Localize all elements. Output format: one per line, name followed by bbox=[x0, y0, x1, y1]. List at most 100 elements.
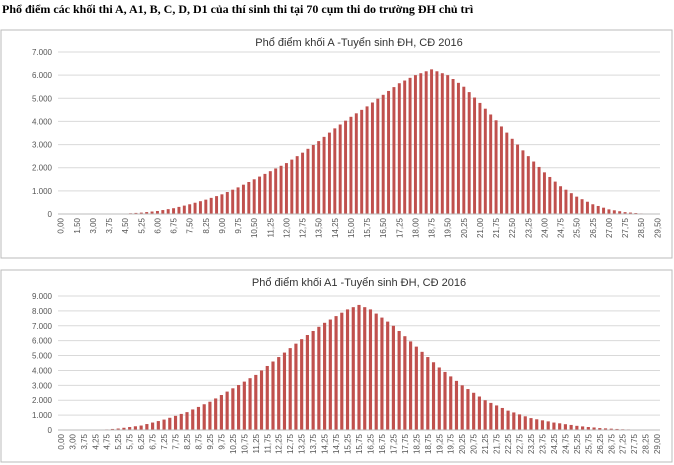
y-tick-label: 9.000 bbox=[32, 292, 53, 301]
bar bbox=[161, 210, 165, 214]
bar bbox=[517, 414, 522, 430]
y-tick-label: 0 bbox=[48, 210, 53, 219]
bar bbox=[598, 428, 602, 430]
bar bbox=[403, 80, 407, 214]
x-tick-label: 23,25 bbox=[527, 433, 536, 454]
bar bbox=[363, 307, 367, 430]
x-tick-label: 7,50 bbox=[186, 217, 195, 233]
x-tick-label: 17,25 bbox=[389, 433, 398, 454]
bar bbox=[173, 415, 178, 430]
x-tick-label: 3,00 bbox=[68, 433, 77, 449]
x-tick-label: 4,50 bbox=[121, 217, 130, 233]
x-tick-label: 10,25 bbox=[229, 433, 238, 454]
bar bbox=[564, 189, 568, 214]
chart-title: Phổ điểm khối A1 -Tuyển sinh ĐH, CĐ 2016 bbox=[252, 277, 466, 289]
x-tick-label: 14,75 bbox=[332, 433, 341, 454]
x-tick-label: 6,25 bbox=[137, 433, 146, 449]
x-tick-label: 12,00 bbox=[282, 217, 291, 238]
bar bbox=[242, 381, 246, 430]
bar bbox=[128, 427, 132, 430]
bar bbox=[305, 335, 309, 430]
x-tick-label: 21,75 bbox=[493, 433, 502, 454]
bar bbox=[209, 197, 213, 214]
bar bbox=[585, 201, 589, 214]
bar bbox=[435, 71, 439, 214]
y-tick-label: 5.000 bbox=[32, 352, 53, 361]
bar bbox=[505, 132, 509, 214]
x-tick-label: 6,00 bbox=[153, 217, 162, 233]
x-tick-label: 12,75 bbox=[286, 433, 295, 454]
bar bbox=[431, 362, 436, 430]
bar bbox=[592, 427, 596, 430]
bar bbox=[472, 392, 476, 430]
x-tick-label: 24,25 bbox=[550, 433, 559, 454]
bar bbox=[145, 212, 149, 214]
bar bbox=[279, 165, 283, 214]
bar bbox=[202, 404, 206, 430]
bar bbox=[499, 126, 503, 214]
x-tick-label: 23,75 bbox=[538, 433, 547, 454]
bar bbox=[477, 396, 481, 430]
x-tick-label: 18,75 bbox=[428, 217, 437, 238]
x-tick-label: 4,75 bbox=[103, 433, 112, 449]
x-tick-label: 9,75 bbox=[217, 433, 226, 449]
bar bbox=[542, 172, 546, 214]
bar bbox=[532, 161, 536, 214]
bar bbox=[247, 181, 251, 214]
x-tick-label: 8,25 bbox=[202, 217, 211, 233]
bar bbox=[414, 346, 418, 430]
bar bbox=[420, 351, 424, 430]
x-tick-label: 15,25 bbox=[344, 433, 353, 454]
bar bbox=[236, 187, 240, 214]
bar bbox=[424, 71, 428, 214]
bar bbox=[368, 309, 373, 430]
x-tick-label: 24,00 bbox=[540, 217, 549, 238]
bar bbox=[500, 407, 504, 430]
bar bbox=[430, 69, 434, 214]
bar bbox=[460, 385, 464, 430]
bar bbox=[311, 330, 315, 430]
bar bbox=[155, 210, 159, 214]
x-tick-label: 26,25 bbox=[596, 433, 605, 454]
bar bbox=[451, 79, 455, 214]
bar bbox=[546, 421, 550, 430]
bar bbox=[526, 156, 530, 214]
bar bbox=[575, 196, 579, 214]
bar bbox=[483, 400, 487, 430]
bar bbox=[454, 380, 459, 430]
x-tick-label: 17,75 bbox=[401, 433, 410, 454]
y-tick-label: 4.000 bbox=[32, 366, 53, 375]
bar bbox=[374, 313, 378, 430]
bar bbox=[387, 90, 391, 214]
x-tick-label: 16,75 bbox=[378, 433, 387, 454]
bar bbox=[419, 73, 423, 214]
bar bbox=[540, 420, 545, 430]
bar bbox=[214, 398, 218, 430]
x-tick-label: 5,25 bbox=[137, 217, 146, 233]
x-tick-label: 21,00 bbox=[476, 217, 485, 238]
x-tick-label: 27,00 bbox=[605, 217, 614, 238]
bar bbox=[150, 211, 154, 214]
x-tick-label: 13,50 bbox=[315, 217, 324, 238]
bar bbox=[156, 421, 160, 430]
bar bbox=[263, 173, 267, 214]
bar bbox=[506, 410, 510, 430]
bar bbox=[220, 194, 224, 214]
x-tick-label: 4,25 bbox=[91, 433, 100, 449]
x-tick-label: 3,00 bbox=[89, 217, 98, 233]
x-tick-label: 25,75 bbox=[584, 433, 593, 454]
x-tick-label: 6,75 bbox=[170, 217, 179, 233]
x-tick-label: 20,75 bbox=[470, 433, 479, 454]
bar bbox=[596, 205, 600, 214]
bar bbox=[328, 319, 332, 430]
bar bbox=[166, 209, 170, 214]
x-tick-label: 14,25 bbox=[321, 433, 330, 454]
x-tick-label: 13,25 bbox=[298, 433, 307, 454]
bar bbox=[512, 412, 516, 430]
x-tick-label: 23,25 bbox=[524, 217, 533, 238]
bar bbox=[344, 120, 348, 214]
x-tick-label: 29,00 bbox=[653, 433, 662, 454]
bar bbox=[252, 179, 256, 214]
x-tick-label: 27,75 bbox=[630, 433, 639, 454]
bar bbox=[569, 193, 573, 214]
